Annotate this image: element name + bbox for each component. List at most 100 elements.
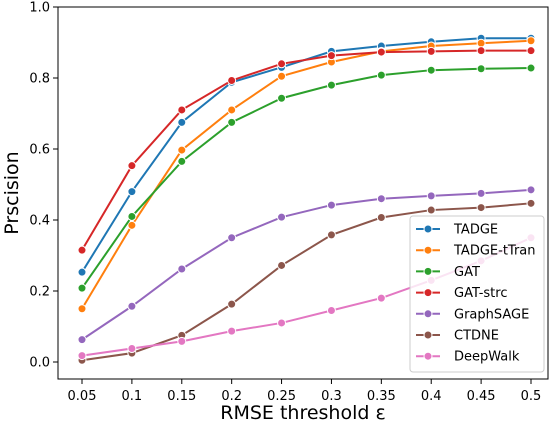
series-line: [81, 188, 532, 341]
data-point: [227, 299, 237, 309]
x-tick-label: 0.2: [221, 389, 242, 404]
legend-label: GraphSAGE: [454, 307, 529, 322]
data-point: [277, 260, 287, 270]
legend-label: GAT-strc: [454, 286, 507, 301]
data-point: [77, 283, 87, 293]
y-axis-ticks: 0.0 0.2 0.4 0.6 0.8 1.0: [29, 1, 58, 371]
legend-item: CTDNE: [416, 329, 499, 344]
data-point: [526, 36, 536, 46]
data-point: [476, 38, 486, 48]
legend-item: TADGE: [416, 223, 498, 238]
x-tick-label: 0.35: [367, 389, 396, 404]
data-point: [326, 306, 336, 316]
legend-item: GAT: [416, 265, 480, 280]
data-point: [376, 293, 386, 303]
legend-item: TADGE-tTran: [416, 244, 536, 259]
data-point: [177, 336, 187, 346]
data-point: [476, 203, 486, 213]
legend: TADGE TADGE-tTran GAT GAT-strc GraphSAGE CTDN…: [409, 215, 545, 373]
data-point: [177, 156, 187, 166]
x-tick-label: 0.45: [467, 389, 496, 404]
data-point: [127, 161, 137, 171]
data-point: [426, 46, 436, 56]
y-tick-label: 1.0: [29, 1, 50, 16]
data-point: [227, 117, 237, 127]
legend-label: TADGE-tTran: [453, 244, 536, 259]
data-point: [326, 51, 336, 61]
legend-item: GAT-strc: [416, 286, 507, 301]
data-point: [326, 230, 336, 240]
data-point: [376, 47, 386, 57]
legend-marker: [423, 288, 433, 298]
legend-marker: [423, 330, 433, 340]
x-tick-label: 0.3: [321, 389, 342, 404]
data-point: [376, 70, 386, 80]
data-point: [177, 145, 187, 155]
legend-label: TADGE: [453, 223, 498, 238]
data-point: [177, 264, 187, 274]
data-point: [177, 105, 187, 115]
data-point: [277, 93, 287, 103]
series-gat: [77, 63, 536, 293]
data-point: [227, 75, 237, 85]
y-tick-label: 0.8: [29, 72, 50, 87]
data-point: [127, 211, 137, 221]
series-gat-strc: [77, 46, 536, 255]
data-point: [426, 205, 436, 215]
series-group: [77, 33, 536, 365]
data-point: [127, 301, 137, 311]
x-tick-label: 0.05: [68, 389, 97, 404]
data-point: [277, 71, 287, 81]
legend-marker: [423, 224, 433, 234]
x-tick-label: 0.15: [167, 389, 196, 404]
legend-box: [409, 215, 545, 373]
legend-item: GraphSAGE: [416, 307, 529, 322]
x-axis-ticks: 0.05 0.1 0.15 0.2 0.25 0.3 0.35 0.4 0.45 0.5: [68, 379, 542, 404]
y-tick-label: 0.6: [29, 143, 50, 158]
x-tick-label: 0.1: [122, 389, 143, 404]
data-point: [227, 105, 237, 115]
data-point: [227, 233, 237, 243]
legend-label: CTDNE: [454, 329, 499, 344]
data-point: [77, 304, 87, 314]
series-line: [81, 67, 532, 289]
legend-marker: [423, 351, 433, 361]
data-point: [526, 46, 536, 56]
legend-marker: [423, 266, 433, 276]
series-line: [81, 49, 531, 251]
y-tick-label: 0.2: [29, 285, 50, 300]
data-point: [526, 63, 536, 73]
data-point: [526, 185, 536, 195]
data-point: [277, 212, 287, 222]
data-point: [277, 59, 287, 69]
x-tick-label: 0.5: [521, 389, 542, 404]
data-point: [376, 194, 386, 204]
legend-label: GAT: [454, 265, 480, 280]
x-axis-title: RMSE threshold ε: [220, 402, 386, 424]
data-point: [426, 65, 436, 75]
y-axis-title: Prscision: [1, 151, 23, 234]
data-point: [526, 198, 536, 208]
y-tick-label: 0.4: [29, 214, 50, 229]
x-tick-label: 0.25: [267, 389, 296, 404]
data-point: [326, 200, 336, 210]
data-point: [77, 245, 87, 255]
legend-item: DeepWalk: [416, 350, 520, 365]
data-point: [476, 188, 486, 198]
data-point: [476, 46, 486, 56]
data-point: [476, 64, 486, 74]
series-graphsage: [77, 185, 536, 345]
data-point: [227, 326, 237, 336]
data-point: [376, 213, 386, 223]
x-tick-label: 0.4: [421, 389, 442, 404]
data-point: [77, 351, 87, 361]
legend-label: DeepWalk: [454, 350, 520, 365]
data-point: [326, 80, 336, 90]
data-point: [127, 344, 137, 354]
data-point: [127, 187, 137, 197]
data-point: [77, 335, 87, 345]
data-point: [127, 220, 137, 230]
y-tick-label: 0.0: [29, 356, 50, 371]
legend-marker: [423, 309, 433, 319]
